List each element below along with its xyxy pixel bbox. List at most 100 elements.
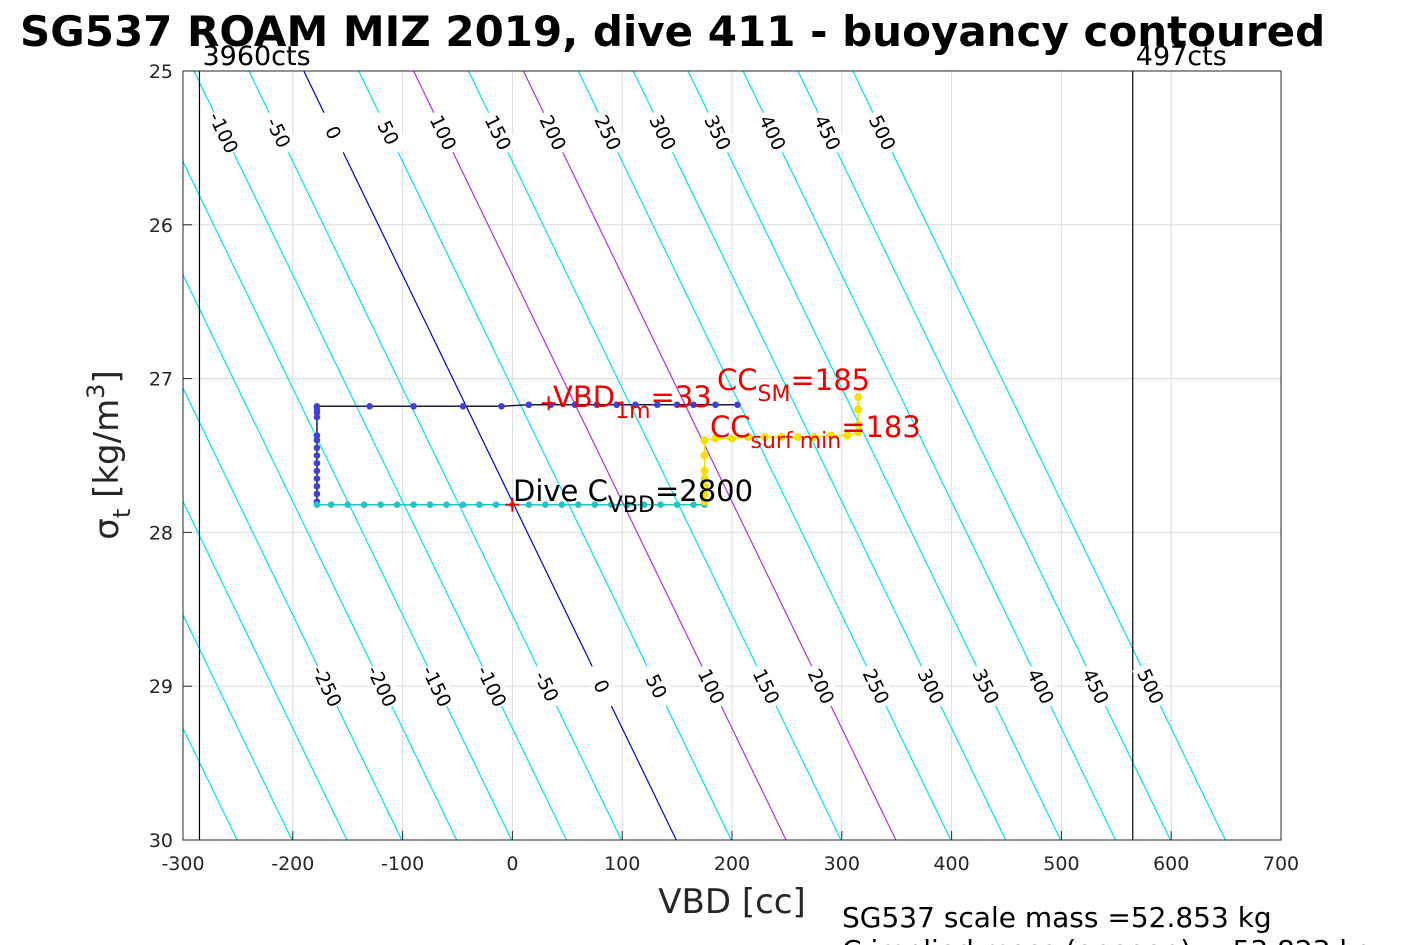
y-axis-label-sup: 3	[82, 384, 110, 399]
data-point-bottom	[313, 501, 321, 509]
x-axis-label: VBD [cc]	[658, 882, 806, 922]
contour-label-bg	[857, 661, 897, 711]
contour-line	[797, 71, 1171, 840]
data-point-climb	[826, 431, 835, 440]
annotation-cc-sm: CCSM=185	[717, 363, 870, 407]
contour-line	[742, 71, 1117, 840]
x-tick-label: -100	[381, 853, 424, 875]
data-point-bottom	[426, 501, 434, 509]
x-tick-label: 700	[1263, 853, 1299, 875]
contour-line	[183, 273, 458, 840]
data-point-bottom	[558, 501, 566, 509]
y-tick-label: 25	[149, 61, 173, 83]
data-point-climb	[700, 466, 709, 475]
data-point-descent	[313, 432, 321, 439]
annotation-sub: 1m	[615, 399, 650, 424]
data-point-bottom	[542, 501, 549, 509]
svg-text:CCSM=185: CCSM=185	[717, 363, 870, 407]
annotation-dive-cvbd: Dive CVBD=2800	[513, 474, 753, 518]
data-point-climb	[854, 405, 863, 414]
x-tick-label: 400	[933, 853, 969, 875]
contour-line	[358, 71, 732, 840]
data-point-climb	[700, 474, 709, 483]
data-point-climb	[760, 433, 769, 442]
contour-label: 150	[479, 107, 519, 157]
data-point-climb	[793, 433, 802, 442]
contour-label-bg	[424, 107, 464, 157]
contour-label-bg	[864, 107, 903, 157]
y-axis-label-unit: [kg/m	[87, 399, 127, 509]
data-point-bottom	[591, 501, 599, 509]
contour-label-bg	[418, 661, 458, 711]
y-tick-label: 30	[149, 830, 173, 852]
data-point-bottom	[344, 501, 352, 509]
data-point-bottom	[476, 501, 483, 509]
y-axis-label-close: ]	[87, 370, 127, 383]
contour-label-bg	[699, 107, 739, 157]
contour-label-bg	[1022, 661, 1062, 711]
annotation-main: CC	[710, 410, 751, 444]
contour-label-bg	[473, 661, 513, 711]
data-point-climb	[700, 497, 709, 506]
data-point-descent	[366, 402, 373, 410]
annotation-suffix: =2800	[655, 474, 753, 508]
chart-title: SG537 ROAM MIZ 2019, dive 411 - buoyancy…	[20, 7, 1325, 56]
data-point-descent	[313, 436, 321, 444]
data-point-descent	[459, 402, 467, 410]
contour-line	[193, 71, 568, 840]
buoyancy-contours	[183, 71, 1226, 840]
contour-label-bg	[583, 661, 623, 711]
contour-label-bg	[363, 661, 403, 711]
data-point-climb	[700, 489, 709, 498]
x-tick-label: 500	[1043, 853, 1079, 875]
dive-trajectory	[313, 393, 863, 509]
plus-marker	[541, 396, 556, 411]
contour-label: 200	[534, 107, 574, 157]
y-axis-label-sigma: σ	[87, 518, 127, 540]
data-point-bottom	[525, 501, 533, 509]
contour-label-bg	[534, 107, 574, 157]
contour-label-bg	[260, 107, 300, 157]
y-axis-label: σt [kg/m3]	[82, 370, 136, 539]
x-tick-label: 200	[714, 853, 750, 875]
data-point-climb	[854, 428, 863, 437]
data-point-climb	[700, 451, 709, 460]
contour-label-bg	[205, 107, 245, 157]
data-point-bottom	[690, 501, 697, 509]
data-point-descent	[613, 401, 621, 409]
data-point-descent	[313, 444, 321, 452]
annotation-main: VBD	[553, 380, 615, 414]
data-point-bottom	[459, 501, 467, 509]
footer-implied-mass: C implied mass (oneoop) = 53.823 kg	[842, 934, 1373, 945]
x-tick-label: -300	[161, 853, 204, 875]
annotation-cc-surf-min: CCsurf min=183	[710, 410, 921, 454]
data-point-descent	[690, 401, 697, 409]
data-point-climb	[728, 434, 736, 443]
annotation-main: Dive C	[513, 474, 608, 508]
annotation-sub: surf min	[751, 429, 842, 454]
contour-label-bg	[369, 107, 409, 157]
y-tick-label: 27	[149, 369, 173, 391]
data-point-descent	[313, 482, 321, 490]
data-point-bottom	[443, 501, 450, 509]
plus-marker	[505, 497, 520, 512]
contour-line	[852, 71, 1226, 840]
contour-label-bg	[802, 661, 842, 711]
data-point-bottom	[607, 501, 615, 509]
x-tick-label: 300	[824, 853, 860, 875]
data-point-descent	[313, 413, 321, 421]
annotation-main: CC	[717, 363, 758, 397]
contour-line	[467, 71, 842, 840]
data-point-climb	[854, 393, 863, 402]
data-point-descent	[734, 401, 741, 409]
data-point-climb	[744, 433, 753, 442]
data-point-descent	[313, 475, 321, 482]
contour-line	[577, 71, 952, 840]
annotation-suffix: =185	[790, 363, 870, 397]
data-point-climb	[810, 433, 819, 442]
data-point-bottom	[410, 501, 417, 509]
contour-line	[522, 71, 897, 840]
data-point-descent	[712, 401, 719, 409]
contour-label-bg	[479, 107, 519, 157]
